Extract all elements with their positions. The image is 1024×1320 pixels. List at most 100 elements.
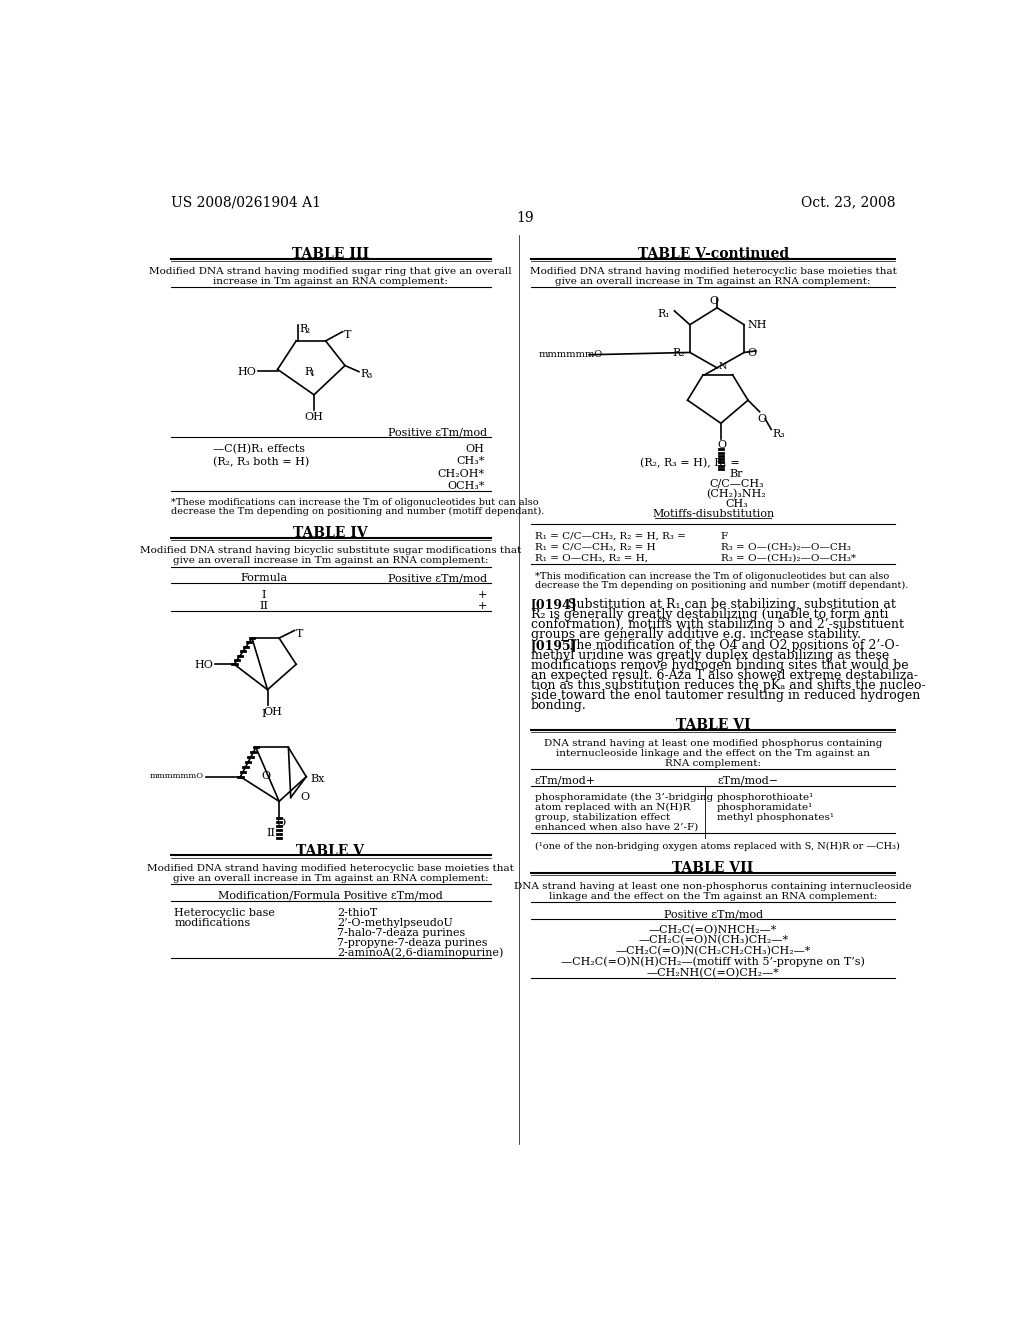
Text: tion as this substitution reduces the pKₐ and shifts the nucleo-: tion as this substitution reduces the pK… <box>531 678 926 692</box>
Text: R: R <box>360 370 369 379</box>
Text: phosphorothioate¹: phosphorothioate¹ <box>717 793 814 801</box>
Text: side toward the enol tautomer resulting in reduced hydrogen: side toward the enol tautomer resulting … <box>531 689 921 702</box>
Text: groups are generally additive e.g. increase stability.: groups are generally additive e.g. incre… <box>531 628 861 642</box>
Text: R₁ = C/C—CH₃, R₂ = H, R₃ =: R₁ = C/C—CH₃, R₂ = H, R₃ = <box>535 532 686 541</box>
Text: modifications remove hydrogen binding sites that would be: modifications remove hydrogen binding si… <box>531 659 908 672</box>
Text: —CH₂C(=O)NHCH₂—*: —CH₂C(=O)NHCH₂—* <box>649 924 777 935</box>
Text: Formula: Formula <box>240 573 287 583</box>
Text: —CH₂C(=O)N(CH₂CH₂CH₃)CH₂—*: —CH₂C(=O)N(CH₂CH₂CH₃)CH₂—* <box>615 946 811 957</box>
Text: CH₃*: CH₃* <box>456 457 484 466</box>
Text: R: R <box>299 323 307 334</box>
Text: group, stabilization effect: group, stabilization effect <box>535 813 670 822</box>
Text: NH: NH <box>748 321 767 330</box>
Text: internucleoside linkage and the effect on the Tm against an: internucleoside linkage and the effect o… <box>556 748 870 758</box>
Text: R₁ = O—CH₃, R₂ = H,: R₁ = O—CH₃, R₂ = H, <box>535 553 648 562</box>
Text: —CH₂NH(C(=O)CH₂—*: —CH₂NH(C(=O)CH₂—* <box>647 968 779 978</box>
Text: OH: OH <box>466 444 484 454</box>
Text: O: O <box>718 441 727 450</box>
Text: methyl phosphonates¹: methyl phosphonates¹ <box>717 813 834 822</box>
Text: O: O <box>710 296 719 306</box>
Text: I: I <box>261 709 266 719</box>
Text: mmmmmmO: mmmmmmO <box>539 350 603 359</box>
Text: O: O <box>758 414 766 424</box>
Text: Bx: Bx <box>310 774 325 784</box>
Text: F: F <box>721 532 728 541</box>
Text: 19: 19 <box>516 211 534 224</box>
Text: T: T <box>344 330 351 341</box>
Text: [0194]: [0194] <box>531 598 578 611</box>
Text: atom replaced with an N(H)R: atom replaced with an N(H)R <box>535 803 690 812</box>
Text: N: N <box>719 362 727 371</box>
Text: εTm/mod+: εTm/mod+ <box>535 776 596 785</box>
Text: II: II <box>259 601 268 611</box>
Text: 2’-O-methylpseudoU: 2’-O-methylpseudoU <box>337 917 453 928</box>
Text: εTm/mod−: εTm/mod− <box>717 776 778 785</box>
Text: (R₂, R₃ both = H): (R₂, R₃ both = H) <box>213 457 309 467</box>
Text: Oct. 23, 2008: Oct. 23, 2008 <box>801 195 895 210</box>
Text: decrease the Tm depending on positioning and number (motiff dependant).: decrease the Tm depending on positioning… <box>171 507 544 516</box>
Text: C/C—CH₃: C/C—CH₃ <box>709 479 764 488</box>
Text: Modified DNA strand having bicyclic substitute sugar modifications that: Modified DNA strand having bicyclic subs… <box>139 546 521 556</box>
Text: R₃ = O—(CH₂)₂—O—CH₃: R₃ = O—(CH₂)₂—O—CH₃ <box>721 543 851 552</box>
Text: CH₂OH*: CH₂OH* <box>437 469 484 479</box>
Text: Positive εTm/mod: Positive εTm/mod <box>388 428 486 437</box>
Text: II: II <box>267 829 275 838</box>
Text: [0195]: [0195] <box>531 639 578 652</box>
Text: DNA strand having at least one modified phosphorus containing: DNA strand having at least one modified … <box>544 739 883 748</box>
Text: The modification of the O4 and O2 positions of 2’-O-: The modification of the O4 and O2 positi… <box>568 639 899 652</box>
Text: R₃ = O—(CH₂)₂—O—CH₃*: R₃ = O—(CH₂)₂—O—CH₃* <box>721 553 856 562</box>
Text: O: O <box>261 771 270 780</box>
Text: give an overall increase in Tm against an RNA complement:: give an overall increase in Tm against a… <box>555 277 870 286</box>
Text: bonding.: bonding. <box>531 700 587 711</box>
Text: OCH₃*: OCH₃* <box>447 480 484 491</box>
Text: TABLE V-continued: TABLE V-continued <box>638 247 788 261</box>
Text: DNA strand having at least one non-phosphorus containing internucleoside: DNA strand having at least one non-phosp… <box>514 882 912 891</box>
Text: HO: HO <box>238 367 257 378</box>
Text: Positive εTm/mod: Positive εTm/mod <box>664 909 763 919</box>
Text: 1: 1 <box>310 370 315 378</box>
Text: 2-aminoA(2,6-diaminopurine): 2-aminoA(2,6-diaminopurine) <box>337 948 504 958</box>
Text: US 2008/0261904 A1: US 2008/0261904 A1 <box>171 195 321 210</box>
Text: 2-thioT: 2-thioT <box>337 908 378 917</box>
Text: increase in Tm against an RNA complement:: increase in Tm against an RNA complement… <box>213 277 447 286</box>
Text: Motiffs-disubstitution: Motiffs-disubstitution <box>652 508 774 519</box>
Text: I: I <box>261 590 266 601</box>
Text: Positive εTm/mod: Positive εTm/mod <box>388 573 486 583</box>
Text: (¹one of the non-bridging oxygen atoms replaced with S, N(H)R or —CH₃): (¹one of the non-bridging oxygen atoms r… <box>535 842 900 851</box>
Text: R: R <box>304 367 312 378</box>
Text: OH: OH <box>263 706 283 717</box>
Text: +: + <box>477 590 486 601</box>
Text: enhanced when also have 2’-F): enhanced when also have 2’-F) <box>535 822 698 832</box>
Text: 7-propyne-7-deaza purines: 7-propyne-7-deaza purines <box>337 937 487 948</box>
Text: HO: HO <box>195 660 213 669</box>
Text: Substitution at R₁ can be stabilizing, substitution at: Substitution at R₁ can be stabilizing, s… <box>568 598 896 611</box>
Text: methyl uridine was greatly duplex destabilizing as these: methyl uridine was greatly duplex destab… <box>531 649 889 661</box>
Text: Modified DNA strand having modified heterocyclic base moieties that: Modified DNA strand having modified hete… <box>529 267 897 276</box>
Text: R₁ = C/C—CH₃, R₂ = H: R₁ = C/C—CH₃, R₂ = H <box>535 543 655 552</box>
Text: Modification/Formula Positive εTm/mod: Modification/Formula Positive εTm/mod <box>218 891 442 900</box>
Text: —C(H)R₁ effects: —C(H)R₁ effects <box>213 444 305 454</box>
Text: modifications: modifications <box>174 917 251 928</box>
Text: CH₃: CH₃ <box>725 499 748 508</box>
Text: O: O <box>276 818 285 828</box>
Text: (R₂, R₃ = H), R₁ =: (R₂, R₃ = H), R₁ = <box>640 458 739 469</box>
Text: *These modifications can increase the Tm of oligonucleotides but can also: *These modifications can increase the Tm… <box>171 498 539 507</box>
Text: RNA complement:: RNA complement: <box>666 759 761 768</box>
Text: give an overall increase in Tm against an RNA complement:: give an overall increase in Tm against a… <box>172 874 488 883</box>
Text: 7-halo-7-deaza purines: 7-halo-7-deaza purines <box>337 928 466 937</box>
Text: —CH₂C(=O)N(H)CH₂—(motiff with 5’-propyne on T’s): —CH₂C(=O)N(H)CH₂—(motiff with 5’-propyne… <box>561 957 865 968</box>
Text: an expected result. 6-Aza T also showed extreme destabiliza-: an expected result. 6-Aza T also showed … <box>531 669 918 682</box>
Text: O: O <box>301 792 310 803</box>
Text: mmmmmmO: mmmmmmO <box>150 772 204 780</box>
Text: 2: 2 <box>305 327 310 335</box>
Text: Heterocyclic base: Heterocyclic base <box>174 908 275 917</box>
Text: R₃: R₃ <box>773 429 785 440</box>
Text: R₁: R₁ <box>657 309 670 319</box>
Text: TABLE V: TABLE V <box>296 843 365 858</box>
Text: give an overall increase in Tm against an RNA complement:: give an overall increase in Tm against a… <box>172 557 488 565</box>
Text: Br: Br <box>730 469 743 479</box>
Text: *This modification can increase the Tm of oligonucleotides but can also: *This modification can increase the Tm o… <box>535 572 889 581</box>
Text: (CH₂)₃NH₂: (CH₂)₃NH₂ <box>707 488 766 499</box>
Text: 3: 3 <box>367 372 372 380</box>
Text: +: + <box>477 601 486 611</box>
